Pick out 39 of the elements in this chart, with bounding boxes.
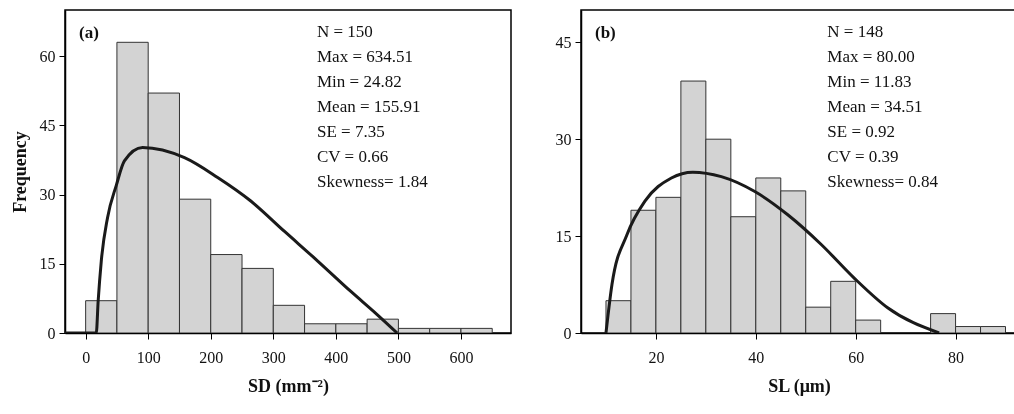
x-tick-label: 300 [261,348,286,366]
annotation: N = 150 [316,22,373,41]
annotation: CV = 0.66 [316,147,389,166]
annotation: Max = 80.00 [827,47,915,66]
y-tick-label: 30 [555,130,572,148]
y-tick-label: 0 [563,324,572,342]
y-axis-title: Frequency [9,131,30,213]
x-tick-label: 20 [648,348,665,366]
annotation: Max = 634.51 [316,47,413,66]
annotation: N = 148 [827,22,884,41]
y-tick-label: 0 [47,324,56,342]
x-tick-label: 60 [848,348,865,366]
annotation: SE = 7.35 [316,122,385,141]
annotation: Min = 24.82 [316,72,402,91]
x-axis-title: SL (μm) [768,375,831,397]
y-tick-label: 45 [555,33,572,51]
x-tick-label: 0 [82,348,91,366]
y-tick-label: 15 [555,227,572,245]
x-tick-label: 80 [948,348,965,366]
x-tick-label: 200 [199,348,224,366]
annotation: Mean = 155.91 [316,97,421,116]
annotation: (b) [595,23,616,42]
x-tick-label: 500 [386,348,411,366]
annotation: SE = 0.92 [827,122,896,141]
annotation: Skewness= 1.84 [316,172,429,191]
x-tick-label: 40 [748,348,765,366]
y-tick-label: 45 [39,116,56,134]
y-tick-label: 60 [39,47,56,65]
x-tick-label: 100 [136,348,161,366]
annotation: Min = 11.83 [827,72,912,91]
x-tick-label: 400 [324,348,349,366]
y-tick-label: 15 [39,255,56,273]
annotation: Skewness= 0.84 [827,172,939,191]
y-tick-label: 30 [39,186,56,204]
annotation: (a) [79,23,99,42]
x-axis-title: SD (mm⁻²) [248,375,329,397]
annotation: Mean = 34.51 [827,97,923,116]
x-tick-label: 600 [449,348,474,366]
annotation: CV = 0.39 [827,147,899,166]
